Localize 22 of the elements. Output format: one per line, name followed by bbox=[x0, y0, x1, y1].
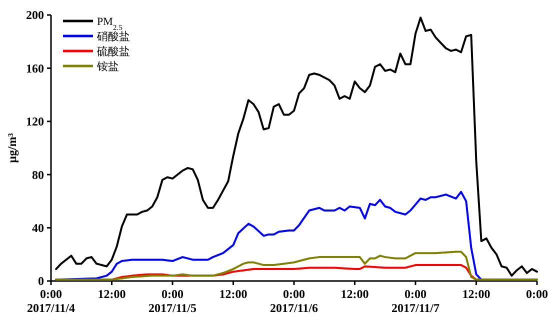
legend-label: 硫酸盐 bbox=[97, 44, 130, 58]
x-tick-label: 0:00 2017/11/5 bbox=[148, 287, 197, 315]
y-tick-label: 160 bbox=[26, 61, 44, 76]
legend-label: PM$_{2.5}$ bbox=[97, 16, 123, 32]
x-tick-label: 12:00 bbox=[340, 287, 369, 301]
y-tick-label: 200 bbox=[26, 8, 44, 22]
y-tick-label: 120 bbox=[26, 114, 44, 129]
x-tick-label: 0:00 2017/11/6 bbox=[270, 287, 318, 315]
y-tick-label: 0 bbox=[38, 274, 44, 288]
x-tick-label: 0:00 2017/11/4 bbox=[26, 287, 76, 315]
x-tick-label: 0:00 2017/11/7 bbox=[391, 287, 440, 315]
x-tick-label: 12:00 bbox=[462, 287, 490, 301]
y-axis-title: μg/m³ bbox=[5, 132, 19, 163]
x-tick-label: 12:00 bbox=[219, 287, 248, 301]
y-tick-label: 40 bbox=[32, 221, 44, 235]
legend-label: 铵盐 bbox=[96, 60, 119, 73]
line-series bbox=[55, 16, 538, 277]
y-tick-label: 80 bbox=[32, 168, 44, 182]
line-series bbox=[55, 250, 538, 281]
x-tick-label: 12:00 bbox=[98, 287, 126, 301]
legend-label: 硝酸盐 bbox=[96, 30, 130, 43]
x-tick-label: 0:00 bbox=[526, 287, 548, 301]
